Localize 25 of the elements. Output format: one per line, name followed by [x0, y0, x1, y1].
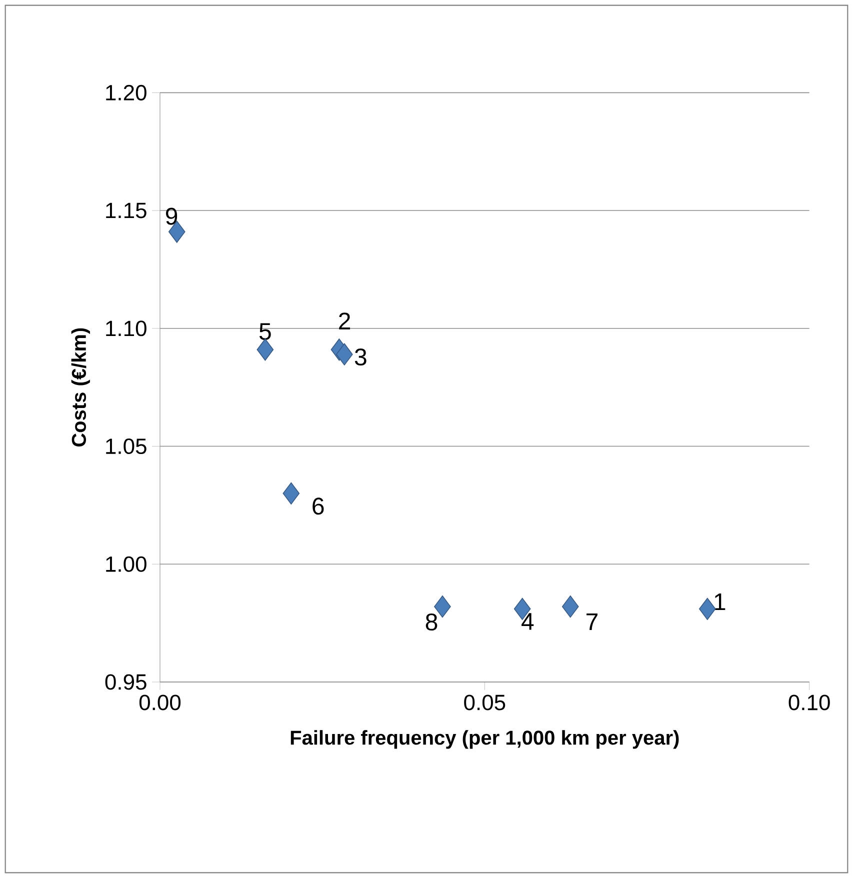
annotation: 3 [354, 348, 366, 366]
y-tick-label: 1.00 [106, 556, 146, 572]
annotation: 5 [259, 323, 271, 340]
y-tick-label: 1.20 [106, 84, 146, 100]
annotation: 9 [166, 208, 178, 225]
point [256, 338, 274, 361]
x-tick-label: 0.05 [464, 694, 506, 710]
annotation: 8 [426, 613, 438, 630]
y-tick-label: 1.10 [106, 320, 146, 336]
y-tick-label: 1.15 [106, 202, 146, 218]
x-tick-label: 0.10 [788, 694, 830, 710]
x-tick-label: 0.00 [139, 694, 181, 710]
point [336, 343, 353, 366]
x-axis-title: Failure frequency (per 1,000 km per year) [290, 730, 679, 749]
annotation: 7 [586, 613, 598, 630]
y-tick-label: 1.05 [106, 438, 146, 454]
annotation: 2 [339, 312, 350, 330]
point [562, 595, 579, 618]
annotation: 6 [312, 498, 324, 515]
y-axis-title: Costs (€/km) [71, 328, 90, 447]
annotation: 1 [714, 593, 726, 610]
point [698, 598, 716, 620]
point [282, 482, 300, 504]
annotation: 4 [522, 613, 534, 630]
y-tick-label: 0.95 [105, 674, 146, 690]
